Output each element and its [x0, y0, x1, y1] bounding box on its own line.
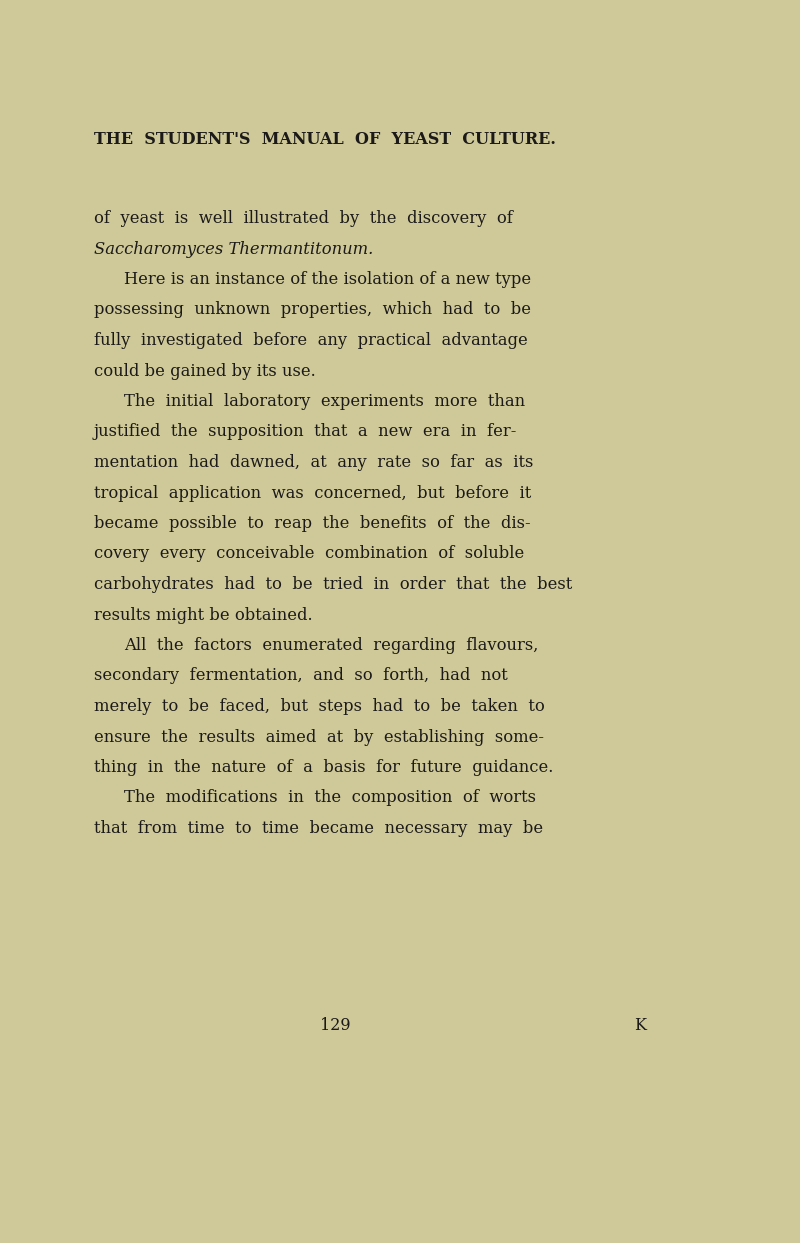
Text: ensure  the  results  aimed  at  by  establishing  some-: ensure the results aimed at by establish…	[94, 728, 544, 746]
Text: Here is an instance of the isolation of a new type: Here is an instance of the isolation of …	[124, 271, 531, 288]
Text: merely  to  be  faced,  but  steps  had  to  be  taken  to: merely to be faced, but steps had to be …	[94, 699, 545, 715]
Text: Saccharomyces Thermantitonum.: Saccharomyces Thermantitonum.	[94, 240, 374, 257]
Text: mentation  had  dawned,  at  any  rate  so  far  as  its: mentation had dawned, at any rate so far…	[94, 454, 534, 471]
Text: carbohydrates  had  to  be  tried  in  order  that  the  best: carbohydrates had to be tried in order t…	[94, 576, 572, 593]
Text: could be gained by its use.: could be gained by its use.	[94, 363, 316, 379]
Text: of  yeast  is  well  illustrated  by  the  discovery  of: of yeast is well illustrated by the disc…	[94, 210, 513, 227]
Text: 129: 129	[320, 1017, 350, 1034]
Text: K: K	[634, 1017, 646, 1034]
Text: that  from  time  to  time  became  necessary  may  be: that from time to time became necessary …	[94, 820, 543, 837]
Text: possessing  unknown  properties,  which  had  to  be: possessing unknown properties, which had…	[94, 302, 531, 318]
Text: results might be obtained.: results might be obtained.	[94, 607, 313, 624]
Text: The  modifications  in  the  composition  of  worts: The modifications in the composition of …	[124, 789, 536, 807]
Text: secondary  fermentation,  and  so  forth,  had  not: secondary fermentation, and so forth, ha…	[94, 667, 508, 685]
Text: covery  every  conceivable  combination  of  soluble: covery every conceivable combination of …	[94, 546, 524, 563]
Text: fully  investigated  before  any  practical  advantage: fully investigated before any practical …	[94, 332, 528, 349]
Text: became  possible  to  reap  the  benefits  of  the  dis-: became possible to reap the benefits of …	[94, 515, 530, 532]
Text: thing  in  the  nature  of  a  basis  for  future  guidance.: thing in the nature of a basis for futur…	[94, 759, 554, 776]
Text: tropical  application  was  concerned,  but  before  it: tropical application was concerned, but …	[94, 485, 531, 501]
Text: THE  STUDENT'S  MANUAL  OF  YEAST  CULTURE.: THE STUDENT'S MANUAL OF YEAST CULTURE.	[94, 131, 556, 148]
Text: The  initial  laboratory  experiments  more  than: The initial laboratory experiments more …	[124, 393, 525, 410]
Text: justified  the  supposition  that  a  new  era  in  fer-: justified the supposition that a new era…	[94, 424, 518, 440]
Text: All  the  factors  enumerated  regarding  flavours,: All the factors enumerated regarding fla…	[124, 636, 538, 654]
